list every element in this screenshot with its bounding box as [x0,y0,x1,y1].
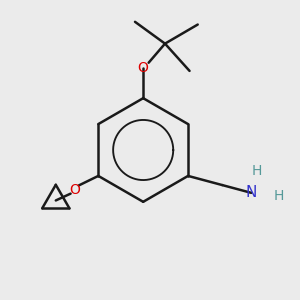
Text: O: O [138,61,148,75]
Text: H: H [251,164,262,178]
Text: H: H [273,189,284,202]
Text: N: N [246,185,257,200]
Text: O: O [69,182,80,197]
